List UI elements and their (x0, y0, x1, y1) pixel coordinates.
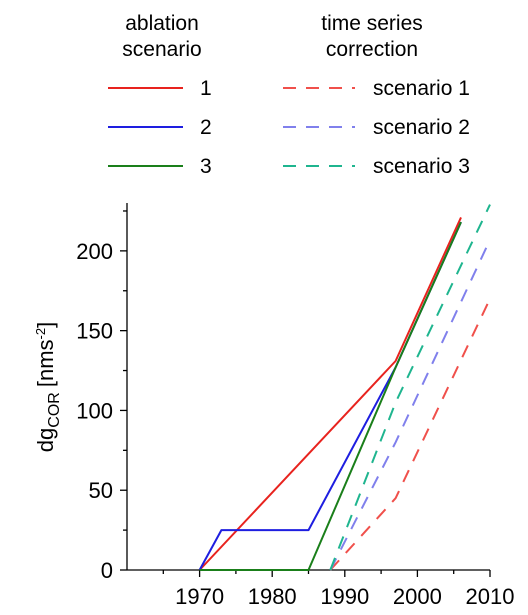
y-tick-label: 150 (76, 319, 113, 344)
series-line-correction-2 (329, 239, 491, 571)
x-tick-label: 2010 (466, 584, 515, 609)
x-tick-label: 1990 (320, 584, 369, 609)
y-axis-label-unit-sup: -2 (33, 328, 48, 340)
legend-label-2: 2 (200, 116, 212, 139)
y-tick-label: 0 (101, 558, 113, 583)
legend-correction-header-line1: time series (321, 12, 423, 35)
x-tick-label: 2000 (393, 584, 442, 609)
x-tick-label: 1970 (175, 584, 224, 609)
series-line-ablation-3 (199, 221, 462, 571)
legend-label-1: 1 (200, 77, 212, 100)
legend-label-correction-2: scenario 2 (373, 116, 470, 139)
y-tick-label: 100 (76, 398, 113, 423)
axes: 0 50 100 150 200 1970 1980 1990 2000 2010 (76, 203, 514, 609)
y-axis-label-sub: COR (46, 392, 63, 428)
x-tick-label: 1980 (248, 584, 297, 609)
legend-label-3: 3 (200, 155, 212, 178)
series-group (198, 204, 491, 571)
series-line-correction-3 (329, 204, 491, 571)
y-axis-label-unit-close: ] (33, 322, 58, 328)
legend: ablation scenario time series correction… (108, 12, 470, 178)
y-axis-label-main: dg (33, 428, 58, 452)
y-tick-label: 50 (89, 478, 113, 503)
y-tick-label: 200 (76, 239, 113, 264)
legend-ablation-header-line1: ablation (125, 12, 199, 35)
y-axis-label: dgCOR [nms-2] (33, 322, 63, 452)
y-ticks: 0 50 100 150 200 (76, 210, 127, 583)
y-axis-label-unit-open: [nms (33, 339, 58, 387)
legend-label-correction-1: scenario 1 (373, 77, 470, 100)
x-ticks: 1970 1980 1990 2000 2010 (162, 570, 515, 609)
series-line-ablation-1 (198, 216, 462, 571)
legend-correction-header-line2: correction (326, 38, 418, 61)
series-line-correction-1 (329, 298, 491, 571)
legend-ablation-header-line2: scenario (122, 38, 201, 61)
legend-label-correction-3: scenario 3 (373, 155, 470, 178)
